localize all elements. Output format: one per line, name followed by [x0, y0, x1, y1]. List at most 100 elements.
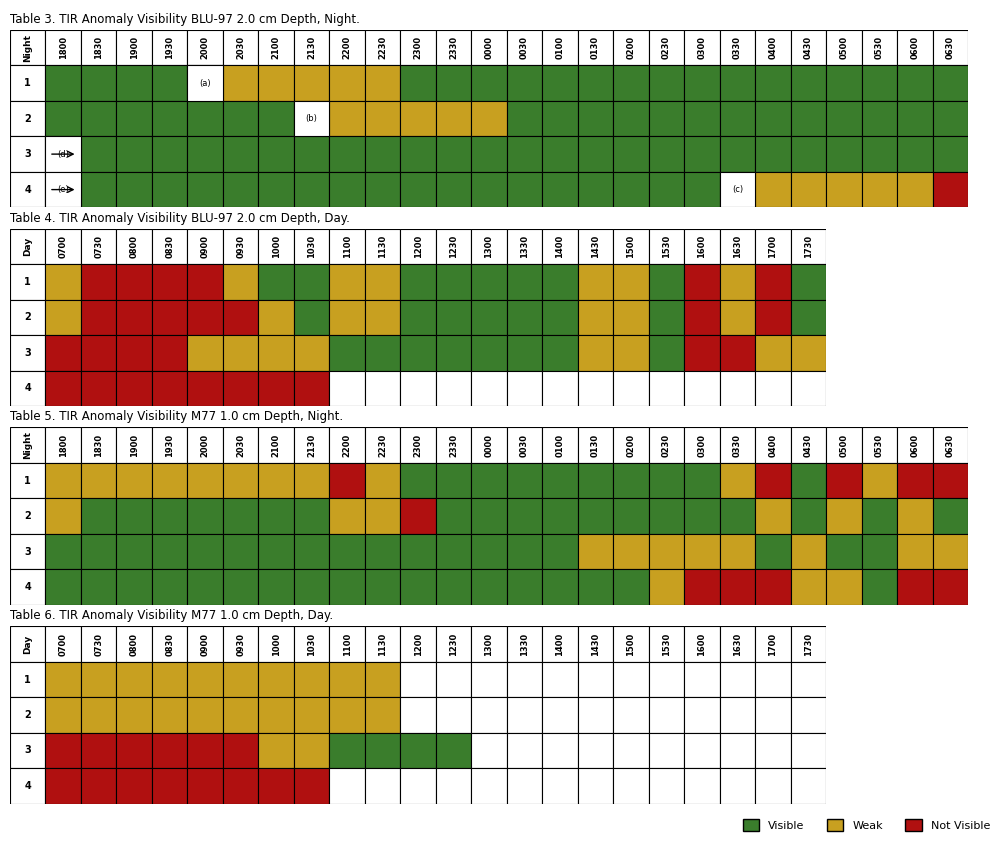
Bar: [791, 569, 826, 605]
Bar: [436, 769, 471, 804]
Bar: [329, 172, 365, 207]
Bar: [10, 172, 45, 207]
Bar: [400, 534, 436, 569]
Bar: [613, 463, 649, 498]
Text: 1: 1: [24, 475, 31, 486]
Bar: [116, 463, 152, 498]
Bar: [365, 534, 400, 569]
Text: 0930: 0930: [236, 235, 245, 258]
Bar: [294, 569, 329, 605]
Bar: [542, 534, 578, 569]
Bar: [542, 698, 578, 733]
Bar: [507, 30, 542, 65]
Bar: [613, 371, 649, 406]
Bar: [329, 662, 365, 698]
Text: 4: 4: [24, 582, 31, 593]
Bar: [755, 66, 791, 101]
Bar: [152, 66, 187, 101]
Bar: [365, 662, 400, 698]
Bar: [10, 228, 45, 264]
Bar: [152, 498, 187, 534]
Bar: [826, 101, 862, 136]
Bar: [542, 335, 578, 371]
Text: 1600: 1600: [697, 633, 706, 656]
Bar: [116, 498, 152, 534]
Bar: [507, 463, 542, 498]
Bar: [45, 30, 81, 65]
Bar: [933, 101, 968, 136]
Bar: [258, 769, 294, 804]
Bar: [542, 463, 578, 498]
Bar: [649, 335, 684, 371]
Bar: [471, 228, 507, 264]
Bar: [81, 264, 116, 300]
Bar: [649, 371, 684, 406]
Bar: [684, 428, 720, 463]
Bar: [45, 137, 81, 172]
Bar: [223, 626, 258, 662]
Bar: [933, 463, 968, 498]
Bar: [223, 371, 258, 406]
Bar: [897, 569, 933, 605]
Bar: [329, 66, 365, 101]
Bar: [400, 698, 436, 733]
Bar: [897, 137, 933, 172]
Bar: [152, 698, 187, 733]
Bar: [81, 101, 116, 136]
Bar: [755, 299, 791, 335]
Bar: [684, 569, 720, 605]
Bar: [187, 335, 223, 371]
Bar: [152, 371, 187, 406]
Bar: [862, 463, 897, 498]
Bar: [436, 463, 471, 498]
Bar: [542, 569, 578, 605]
Text: 0000: 0000: [485, 433, 494, 457]
Bar: [862, 498, 897, 534]
Bar: [45, 662, 81, 698]
Text: 0130: 0130: [591, 36, 600, 59]
Text: 0000: 0000: [485, 36, 494, 59]
Bar: [862, 101, 897, 136]
Bar: [755, 534, 791, 569]
Bar: [578, 733, 613, 769]
Bar: [542, 769, 578, 804]
Bar: [45, 569, 81, 605]
Bar: [436, 371, 471, 406]
Bar: [436, 626, 471, 662]
Bar: [152, 769, 187, 804]
Bar: [400, 299, 436, 335]
Bar: [45, 228, 81, 264]
Bar: [152, 534, 187, 569]
Text: 0330: 0330: [733, 36, 742, 59]
Bar: [897, 172, 933, 207]
Bar: [755, 733, 791, 769]
Bar: [436, 733, 471, 769]
Text: 0200: 0200: [626, 433, 635, 457]
Bar: [10, 698, 45, 733]
Bar: [81, 498, 116, 534]
Text: 0600: 0600: [910, 433, 919, 457]
Bar: [365, 137, 400, 172]
Bar: [933, 66, 968, 101]
Bar: [45, 428, 81, 463]
Bar: [436, 264, 471, 300]
Bar: [684, 228, 720, 264]
Text: 1230: 1230: [449, 235, 458, 258]
Bar: [223, 733, 258, 769]
Bar: [187, 498, 223, 534]
Bar: [507, 66, 542, 101]
Bar: [542, 264, 578, 300]
Bar: [223, 769, 258, 804]
Bar: [436, 172, 471, 207]
Bar: [10, 534, 45, 569]
Bar: [862, 30, 897, 65]
Bar: [542, 626, 578, 662]
Bar: [471, 463, 507, 498]
Bar: [720, 299, 755, 335]
Text: 0800: 0800: [130, 633, 139, 656]
Bar: [152, 733, 187, 769]
Bar: [755, 264, 791, 300]
Bar: [187, 228, 223, 264]
Bar: [436, 662, 471, 698]
Bar: [684, 626, 720, 662]
